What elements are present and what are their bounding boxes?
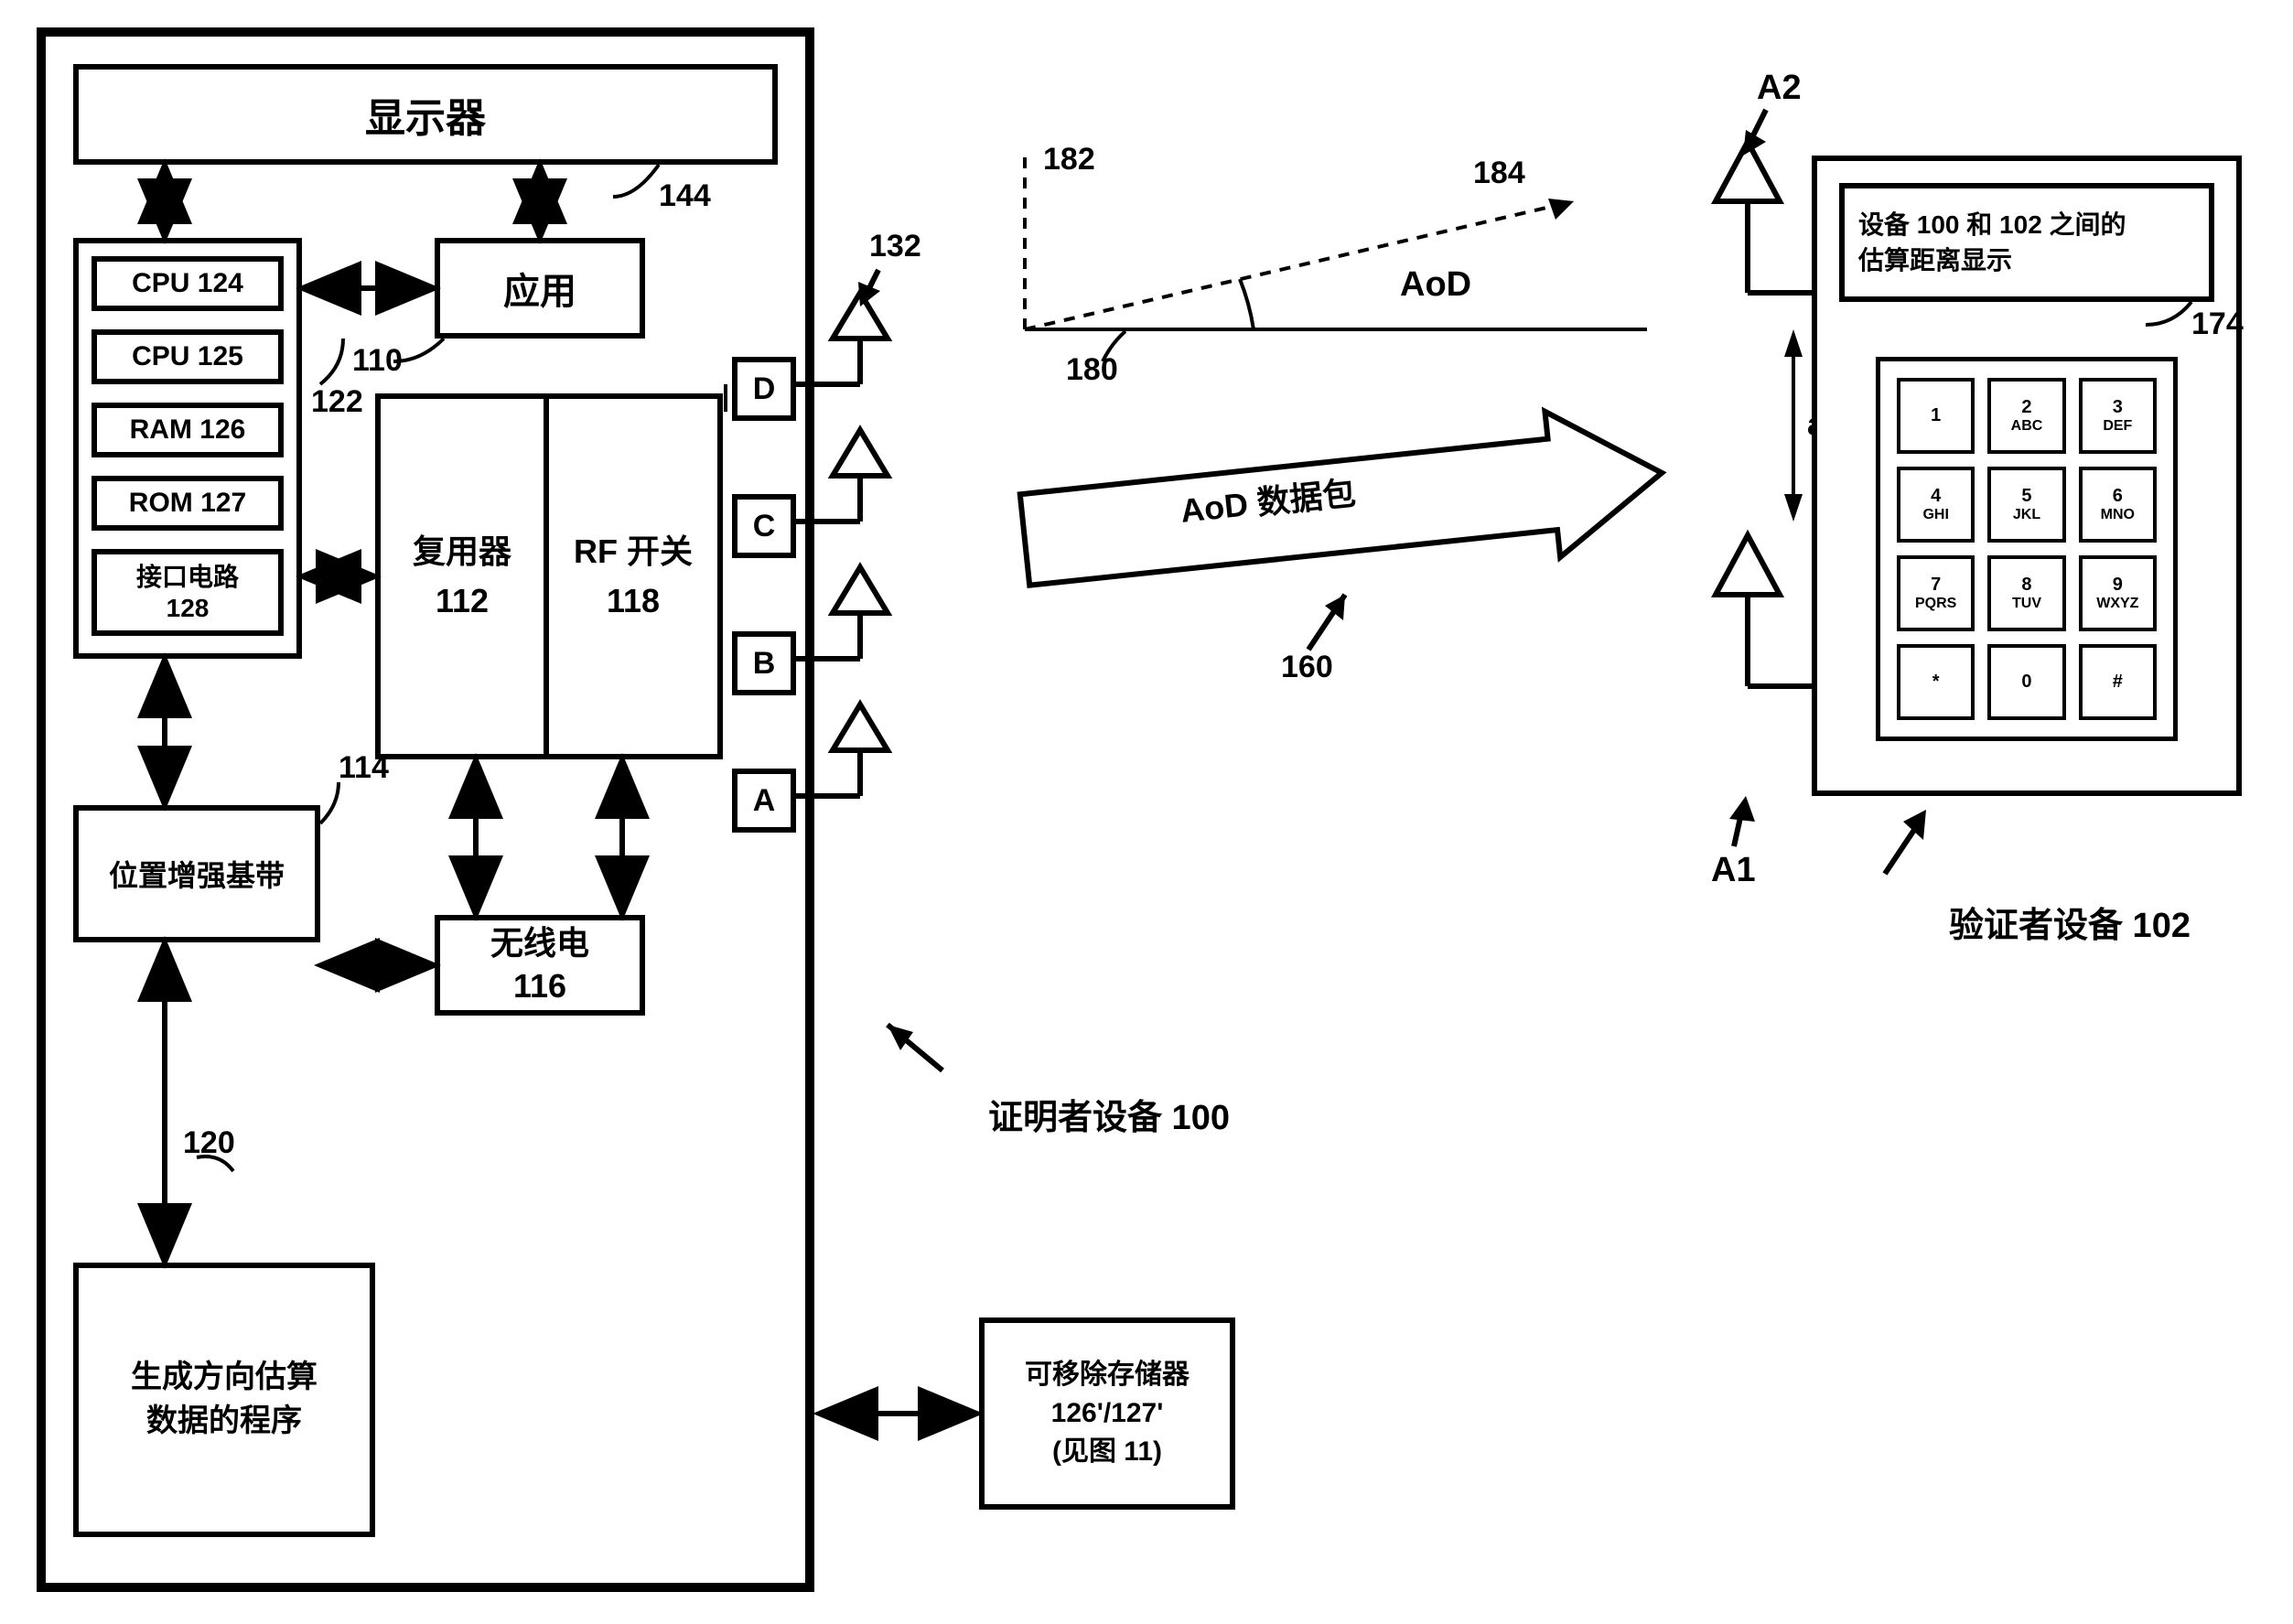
a2-label: A2 bbox=[1757, 69, 1802, 108]
aod-angle-label: AoD bbox=[1400, 265, 1471, 305]
app-block: 应用 bbox=[435, 238, 645, 339]
key-0[interactable]: 1 bbox=[1897, 378, 1975, 454]
ref-160: 160 bbox=[1281, 650, 1333, 685]
mux-block: 复用器 112 bbox=[375, 393, 549, 759]
prover-caption: 证明者设备 100 bbox=[988, 1089, 1230, 1139]
radio-block: 无线电 116 bbox=[435, 915, 645, 1016]
ram-126: RAM 126 bbox=[92, 403, 284, 457]
ref-120: 120 bbox=[183, 1125, 235, 1161]
program-block: 生成方向估算 数据的程序 bbox=[73, 1263, 375, 1537]
rfswitch-block: RF 开关 118 bbox=[544, 393, 723, 759]
key-10[interactable]: 0 bbox=[1987, 644, 2065, 720]
verifier-caption: 验证者设备 102 bbox=[1949, 897, 2191, 947]
baseband-block: 位置增强基带 bbox=[73, 805, 320, 942]
interface-circuit: 接口电路 128 bbox=[92, 549, 284, 636]
removable-storage: 可移除存储器 126'/127' (见图 11) bbox=[979, 1317, 1235, 1510]
ref-174: 174 bbox=[2191, 307, 2244, 342]
key-9[interactable]: * bbox=[1897, 644, 1975, 720]
packet-label: AoD 数据包 bbox=[1178, 467, 1357, 532]
keypad: 12ABC3DEF 4GHI5JKL6MNO 7PQRS8TUV9WXYZ *0# bbox=[1876, 357, 2178, 741]
ref-110: 110 bbox=[352, 343, 403, 379]
key-3[interactable]: 4GHI bbox=[1897, 467, 1975, 543]
rom-127: ROM 127 bbox=[92, 476, 284, 531]
key-4[interactable]: 5JKL bbox=[1987, 467, 2065, 543]
key-6[interactable]: 7PQRS bbox=[1897, 555, 1975, 631]
ref-180: 180 bbox=[1066, 352, 1118, 388]
cpu-125: CPU 125 bbox=[92, 329, 284, 384]
ref-122: 122 bbox=[311, 384, 363, 420]
antenna-port-c: C bbox=[732, 494, 796, 558]
ref-114: 114 bbox=[339, 750, 389, 786]
ref-132: 132 bbox=[869, 229, 921, 264]
ref-184: 184 bbox=[1473, 156, 1525, 191]
key-8[interactable]: 9WXYZ bbox=[2079, 555, 2157, 631]
ref-144: 144 bbox=[659, 178, 711, 214]
display-block: 显示器 bbox=[73, 64, 778, 165]
key-11[interactable]: # bbox=[2079, 644, 2157, 720]
key-5[interactable]: 6MNO bbox=[2079, 467, 2157, 543]
antenna-port-d: D bbox=[732, 357, 796, 421]
key-1[interactable]: 2ABC bbox=[1987, 378, 2065, 454]
antenna-port-b: B bbox=[732, 631, 796, 695]
display-label: 显示器 bbox=[365, 85, 486, 144]
a1-label: A1 bbox=[1711, 851, 1756, 890]
cpu-124: CPU 124 bbox=[92, 256, 284, 311]
verifier-display: 设备 100 和 102 之间的 估算距离显示 bbox=[1839, 183, 2214, 302]
key-2[interactable]: 3DEF bbox=[2079, 378, 2157, 454]
key-7[interactable]: 8TUV bbox=[1987, 555, 2065, 631]
ref-182: 182 bbox=[1043, 142, 1095, 177]
antenna-port-a: A bbox=[732, 769, 796, 833]
